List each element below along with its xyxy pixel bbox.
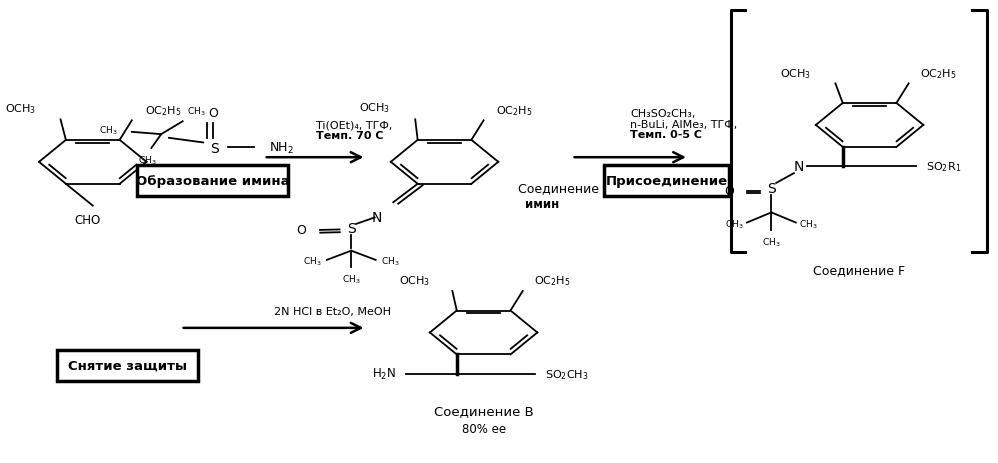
Text: 80% ee: 80% ee — [461, 422, 506, 435]
Text: OCH$_3$: OCH$_3$ — [5, 102, 36, 116]
Text: CH$_3$: CH$_3$ — [798, 218, 817, 231]
Bar — [57, 350, 199, 381]
Text: OCH$_3$: OCH$_3$ — [358, 101, 390, 115]
Text: NH$_2$: NH$_2$ — [268, 140, 293, 155]
Text: Темп. 0-5 C: Темп. 0-5 C — [630, 130, 703, 139]
Text: Снятие защиты: Снятие защиты — [68, 359, 187, 372]
Text: N: N — [371, 211, 382, 225]
Text: CHO: CHO — [75, 213, 101, 226]
Text: Соединение E: Соединение E — [518, 181, 611, 194]
Text: CH$_3$: CH$_3$ — [380, 255, 399, 268]
Text: Ti(OEt)₄, ТГФ,: Ti(OEt)₄, ТГФ, — [315, 120, 392, 130]
Text: S: S — [347, 221, 355, 235]
Bar — [604, 166, 729, 197]
Text: Присоединение: Присоединение — [605, 175, 728, 188]
Text: Соединение B: Соединение B — [434, 404, 534, 417]
Text: имин: имин — [525, 197, 559, 210]
Text: OC$_2$H$_5$: OC$_2$H$_5$ — [535, 274, 571, 288]
Text: S: S — [211, 142, 220, 156]
Text: OC$_2$H$_5$: OC$_2$H$_5$ — [496, 104, 533, 117]
Text: CH$_3$: CH$_3$ — [138, 154, 157, 167]
Text: CH$_3$: CH$_3$ — [187, 105, 206, 117]
Text: CH$_3$: CH$_3$ — [726, 218, 745, 231]
Text: Темп. 70 C: Темп. 70 C — [315, 131, 383, 140]
Text: CH₃SO₂CH₃,: CH₃SO₂CH₃, — [630, 109, 696, 119]
Text: CH$_3$: CH$_3$ — [99, 124, 117, 137]
Text: 2N HCl в Et₂O, MeOH: 2N HCl в Et₂O, MeOH — [273, 307, 390, 317]
Bar — [137, 166, 288, 197]
Text: SO$_2$R$_1$: SO$_2$R$_1$ — [926, 160, 961, 174]
Text: Образование имина: Образование имина — [136, 175, 289, 188]
Text: Соединение F: Соединение F — [812, 264, 905, 277]
Text: N: N — [793, 160, 804, 174]
Text: OCH$_3$: OCH$_3$ — [398, 274, 430, 288]
Text: OC$_2$H$_5$: OC$_2$H$_5$ — [145, 104, 182, 118]
Text: CH$_3$: CH$_3$ — [762, 236, 780, 249]
Text: O: O — [725, 185, 735, 198]
Text: SO$_2$CH$_3$: SO$_2$CH$_3$ — [545, 367, 589, 381]
Text: CH$_3$: CH$_3$ — [303, 255, 322, 268]
Text: O: O — [296, 224, 306, 237]
Text: n-BuLi, AlMe₃, ТГФ,: n-BuLi, AlMe₃, ТГФ, — [630, 119, 738, 129]
Text: H$_2$N: H$_2$N — [372, 367, 396, 382]
Text: O: O — [208, 106, 218, 119]
Text: OCH$_3$: OCH$_3$ — [779, 67, 811, 81]
Text: CH$_3$: CH$_3$ — [342, 273, 360, 286]
Text: OC$_2$H$_5$: OC$_2$H$_5$ — [920, 67, 957, 81]
Text: S: S — [767, 182, 775, 196]
